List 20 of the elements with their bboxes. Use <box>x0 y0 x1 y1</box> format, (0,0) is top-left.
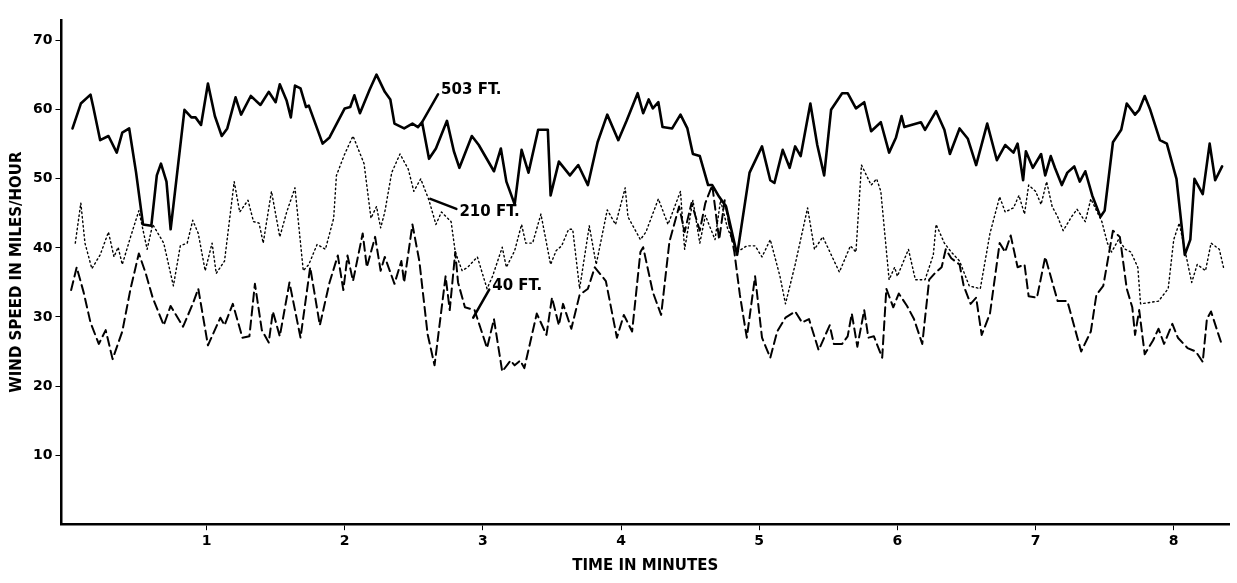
y-tick-label: 20 <box>33 376 53 393</box>
y-axis-title: WIND SPEED IN MILES/HOUR <box>6 151 25 393</box>
y-tick-label: 30 <box>33 307 53 324</box>
x-tick-label: 8 <box>1168 532 1179 549</box>
annotation: 503 FT. <box>441 80 502 99</box>
y-tick-label: 70 <box>33 31 53 48</box>
y-tick-label: 10 <box>33 445 53 462</box>
x-tick-label: 7 <box>1030 532 1041 549</box>
x-tick-label: 5 <box>754 532 765 549</box>
x-tick-label: 3 <box>478 532 488 549</box>
annotation: 40 FT. <box>492 275 543 294</box>
x-axis-title: TIME IN MINUTES <box>572 555 719 574</box>
x-tick-label: 2 <box>339 532 350 549</box>
y-tick-label: 40 <box>33 238 53 255</box>
x-tick-label: 4 <box>616 532 627 549</box>
annotation: 210 FT. <box>459 201 520 220</box>
y-tick-label: 60 <box>33 100 53 117</box>
x-tick-label: 1 <box>201 532 212 549</box>
y-tick-label: 50 <box>33 169 53 186</box>
x-tick-label: 6 <box>892 532 903 549</box>
